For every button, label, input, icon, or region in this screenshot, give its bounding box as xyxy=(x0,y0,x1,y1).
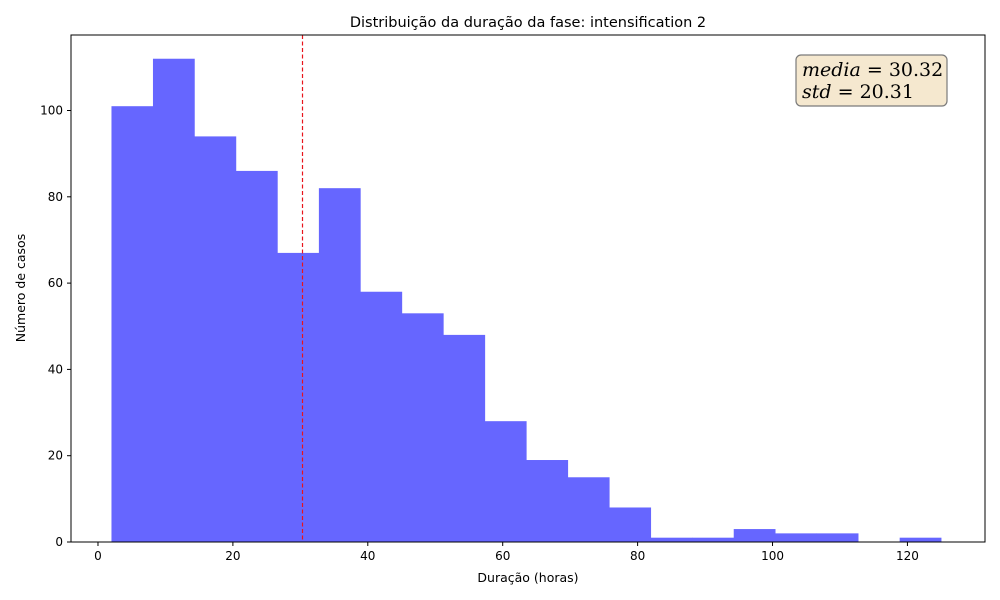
histogram-bars xyxy=(111,58,942,543)
x-tick-label: 40 xyxy=(360,549,375,563)
y-tick-label: 20 xyxy=(48,449,63,463)
x-tick-label: 120 xyxy=(896,549,919,563)
histogram-bar xyxy=(733,529,776,542)
y-axis: 0 20 40 60 80 100 xyxy=(40,104,71,549)
x-tick-label: 100 xyxy=(761,549,784,563)
stats-mean-text: media = 30.32 xyxy=(802,59,943,81)
histogram-bar xyxy=(443,334,486,542)
histogram-bar xyxy=(277,252,320,542)
histogram-bar xyxy=(692,537,735,542)
y-tick-label: 0 xyxy=(55,535,63,549)
x-tick-label: 0 xyxy=(94,549,102,563)
histogram-bar xyxy=(235,170,278,543)
stats-box-background xyxy=(795,54,948,107)
histogram-bar xyxy=(775,533,817,542)
x-tick-label: 80 xyxy=(630,549,645,563)
histogram-bar xyxy=(194,136,237,542)
plot-frame xyxy=(70,34,986,543)
y-tick-label: 60 xyxy=(48,276,63,290)
y-tick-label: 80 xyxy=(48,190,63,204)
histogram-bar xyxy=(567,477,610,542)
histogram-bar xyxy=(899,537,942,542)
stats-std-text: std = 20.31 xyxy=(802,81,914,103)
histogram-bar xyxy=(111,106,154,542)
histogram-bar xyxy=(152,58,195,542)
x-axis: 0 20 40 60 80 100 120 xyxy=(94,542,919,563)
y-tick-label: 100 xyxy=(40,104,63,118)
histogram-bar xyxy=(609,507,652,542)
y-tick-label: 40 xyxy=(48,362,63,376)
x-tick-label: 60 xyxy=(495,549,510,563)
chart-title: Distribuição da duração da fase: intensi… xyxy=(350,15,706,31)
histogram-bar xyxy=(318,188,361,542)
histogram-bar xyxy=(816,533,859,542)
x-axis-label: Duração (horas) xyxy=(477,570,578,585)
histogram-bar xyxy=(526,460,569,542)
x-tick-label: 20 xyxy=(225,549,240,563)
stats-box: media = 30.32 std = 20.31 xyxy=(795,54,948,107)
histogram-bar xyxy=(650,537,693,542)
histogram-bar xyxy=(484,421,527,542)
y-axis-label: Número de casos xyxy=(13,234,28,342)
histogram-bar xyxy=(401,313,444,542)
histogram-bar xyxy=(360,291,403,542)
